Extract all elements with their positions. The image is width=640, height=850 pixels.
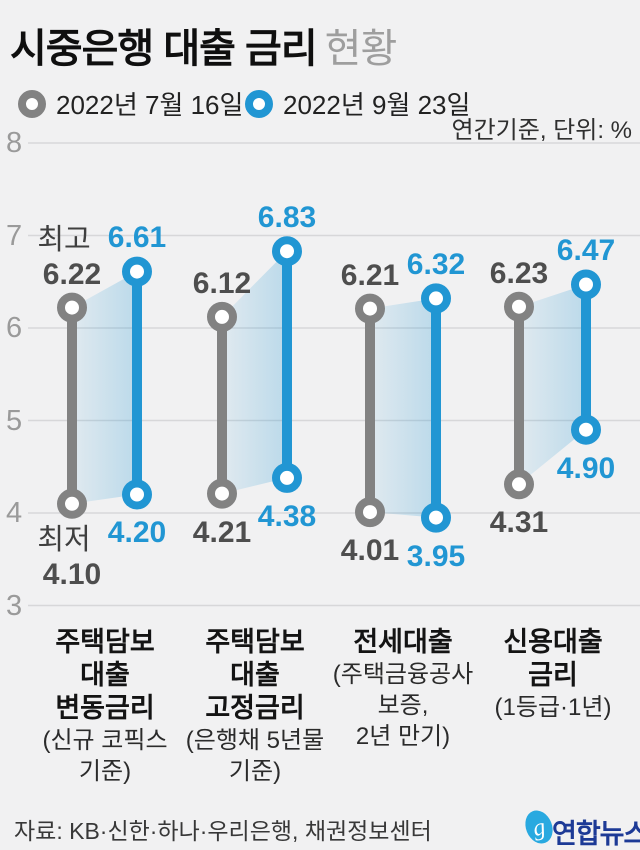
marker-july-2-low — [207, 478, 237, 509]
category-2: 주택담보 대출 고정금리 (은행채 5년물 기준) — [170, 626, 340, 787]
legend-item-july: 2022년 7월 16일 — [18, 85, 243, 122]
category-2-line: 대출 — [230, 660, 280, 690]
ytick-5: 5 — [6, 405, 23, 437]
category-1-line: 대출 — [80, 660, 130, 690]
series-july — [57, 291, 534, 528]
category-3-line: 전세대출 — [353, 627, 453, 657]
category-3-subline: 보증, — [377, 692, 429, 719]
category-1-subline: 기준) — [78, 758, 132, 785]
legend-marker-july-icon — [18, 89, 46, 118]
marker-july-3-high — [355, 293, 385, 324]
ytick-3: 3 — [6, 590, 23, 622]
value-september-1-high: 6.61 — [107, 221, 167, 254]
value-july-1-low: 4.10 — [42, 558, 102, 591]
svg-text:g: g — [531, 814, 548, 842]
ytick-6: 6 — [6, 312, 23, 344]
marker-july-4-low — [504, 469, 534, 500]
category-2-subline: (은행채 5년물 — [185, 727, 325, 754]
marker-september-4-low — [571, 414, 601, 445]
legend-label-july: 2022년 7월 16일 — [56, 90, 244, 120]
series-september — [122, 236, 601, 533]
category-3: 전세대출 (주택금융공사 보증, 2년 만기) — [318, 626, 488, 752]
range-band-3 — [370, 298, 436, 518]
source-note: 자료: KB·신한·하나·우리은행, 채권정보센터 — [14, 818, 432, 844]
value-july-3-low: 4.01 — [340, 534, 400, 567]
marker-september-3-high — [421, 283, 451, 314]
page-title-sub: 현황 — [324, 27, 398, 71]
category-3-subline: (주택금융공사 — [332, 661, 474, 688]
legend-item-september: 2022년 9월 23일 — [245, 85, 470, 122]
category-1-line: 주택담보 — [55, 627, 155, 657]
marker-july-2-high — [207, 301, 237, 332]
value-september-2-high: 6.83 — [257, 201, 317, 234]
marker-september-4-high — [571, 269, 601, 300]
marker-september-2-high — [272, 236, 302, 267]
value-september-1-low: 4.20 — [107, 516, 167, 549]
value-september-4-low: 4.90 — [556, 452, 616, 485]
marker-july-1-low — [57, 488, 87, 519]
category-2-line: 고정금리 — [205, 693, 305, 723]
annotation-high: 최고 — [37, 224, 91, 256]
unit-note: 연간기준, 단위: % — [451, 117, 633, 144]
marker-july-3-low — [355, 497, 385, 528]
marker-july-1-high — [57, 292, 87, 323]
category-1-subline: (신규 코픽스 — [42, 727, 168, 754]
marker-september-1-low — [122, 479, 152, 510]
legend-marker-september-icon — [245, 89, 273, 118]
range-band-1 — [72, 271, 137, 504]
legend-label-september: 2022년 9월 23일 — [283, 90, 471, 120]
ytick-8: 8 — [6, 127, 23, 159]
value-july-2-low: 4.21 — [192, 516, 252, 549]
category-1: 주택담보 대출 변동금리 (신규 코픽스 기준) — [20, 626, 190, 787]
value-september-3-high: 6.32 — [406, 248, 466, 281]
value-july-3-high: 6.21 — [340, 259, 400, 292]
ytick-4: 4 — [6, 497, 23, 529]
value-september-4-high: 6.47 — [556, 234, 616, 267]
yonhap-logo-icon: g — [525, 810, 553, 844]
category-4-subline: (1등급·1년) — [494, 694, 612, 721]
value-july-4-high: 6.23 — [489, 257, 549, 290]
value-september-2-low: 4.38 — [257, 500, 317, 533]
marker-september-1-high — [122, 256, 152, 287]
range-band-2 — [222, 251, 287, 494]
ytick-7: 7 — [6, 220, 23, 252]
category-4: 신용대출 금리 (1등급·1년) — [468, 626, 638, 723]
page-title: 시중은행 대출 금리 현황 — [10, 16, 398, 74]
category-1-line: 변동금리 — [55, 693, 155, 723]
category-3-subline: 2년 만기) — [355, 723, 451, 750]
marker-september-2-low — [272, 462, 302, 493]
range-band-4 — [519, 284, 586, 485]
value-july-4-low: 4.31 — [489, 506, 549, 539]
page-title-main: 시중은행 대출 금리 — [10, 27, 318, 71]
marker-september-3-low — [421, 502, 451, 533]
range-bands — [72, 251, 586, 518]
category-4-line: 금리 — [528, 660, 578, 690]
value-september-3-low: 3.95 — [406, 540, 466, 573]
annotation-low: 최저 — [37, 524, 91, 556]
category-2-line: 주택담보 — [205, 627, 305, 657]
value-july-2-high: 6.12 — [192, 267, 252, 300]
category-4-line: 신용대출 — [503, 627, 603, 657]
value-july-1-high: 6.22 — [42, 258, 102, 291]
marker-july-4-high — [504, 291, 534, 322]
category-2-subline: 기준) — [228, 758, 282, 785]
yonhap-logo-text: 연합뉴스 — [552, 819, 640, 849]
